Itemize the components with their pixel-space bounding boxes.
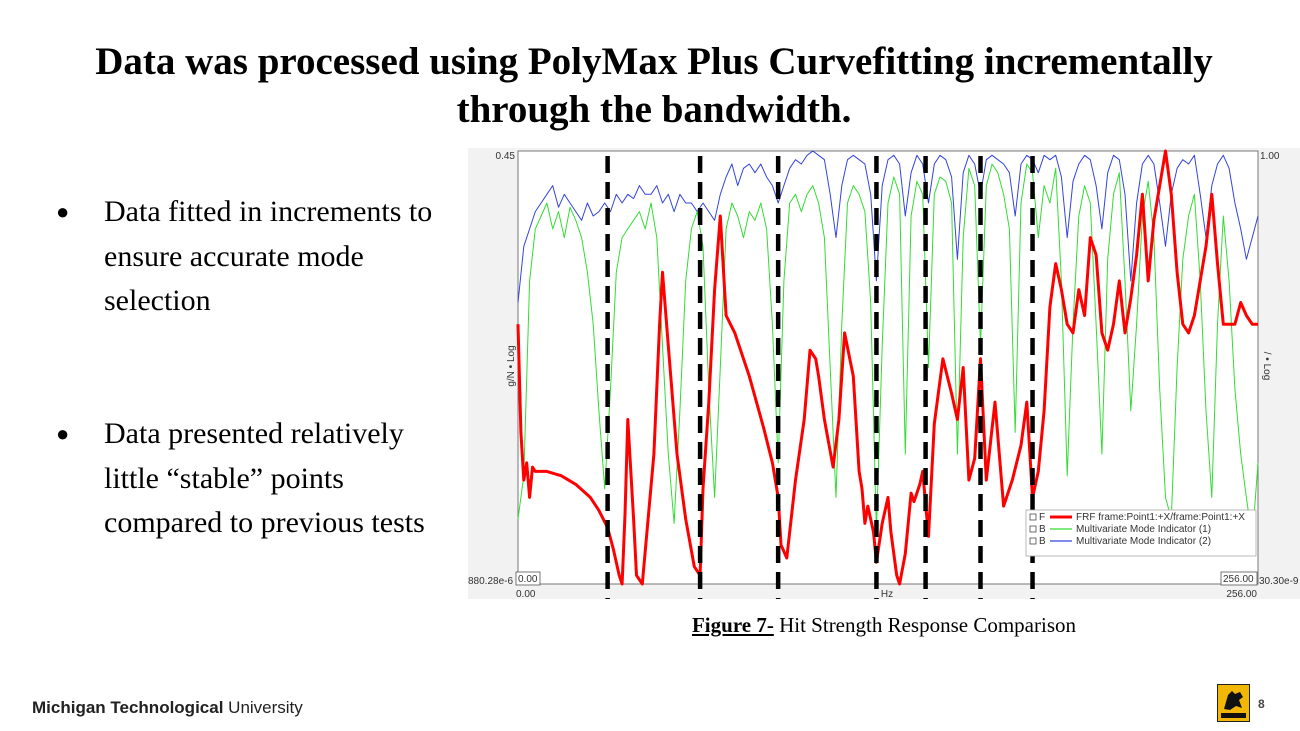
husky-logo-graphic	[1221, 691, 1246, 718]
x-start-label: 0.00	[516, 589, 536, 599]
husky-logo-icon	[1217, 684, 1250, 722]
bullet-marker: ●	[56, 199, 70, 224]
legend-entry-label: Multivariate Mode Indicator (2)	[1076, 536, 1211, 547]
figure-caption-text: Hit Strength Response Comparison	[773, 613, 1076, 637]
frf-chart-svg: 0.45 880.28e-6 0.00 0.00 Hz 256.00 256.0…	[468, 149, 1299, 599]
legend-checkbox	[1029, 537, 1037, 545]
legend-entry-label: FRF frame:Point1:+X/frame:Point1:+X	[1076, 512, 1245, 523]
x-axis-label: Hz	[881, 589, 893, 599]
x-end-label: 256.00	[1226, 589, 1257, 599]
bullet-text: Data presented relatively little “stable…	[104, 417, 425, 539]
legend-prefix: B	[1039, 524, 1046, 535]
figure-caption: Figure 7- Hit Strength Response Comparis…	[468, 613, 1300, 638]
y-right-bottom-label: 30.30e-9	[1259, 576, 1299, 587]
university-logo-bold: Michigan Technological	[32, 698, 224, 717]
chart-legend: F FRF frame:Point1:+X/frame:Point1:+X B Mul…	[1025, 509, 1257, 557]
x-end-box-label: 256.00	[1223, 574, 1254, 585]
y-left-axis-label: g/N • Log	[506, 345, 517, 386]
y-left-bottom-label: 880.28e-6	[468, 576, 513, 587]
y-left-top-label: 0.45	[496, 151, 516, 162]
legend-entry-label: Multivariate Mode Indicator (1)	[1076, 524, 1211, 535]
slide-title: Data was processed using PolyMax Plus Cu…	[95, 40, 1213, 131]
x-start-box-label: 0.00	[518, 574, 538, 585]
y-right-axis-label: / • Log	[1261, 352, 1272, 381]
series-line-3	[517, 150, 1259, 303]
y-right-top-label: 1.00	[1260, 151, 1280, 162]
legend-checkbox	[1029, 525, 1037, 533]
legend-prefix: B	[1039, 536, 1046, 547]
page-number: 8	[1258, 697, 1265, 711]
series-line-1	[516, 149, 1258, 586]
bullet-text: Data fitted in increments to ensure accu…	[104, 195, 433, 317]
x-start-box	[515, 571, 541, 586]
legend-prefix: F	[1039, 512, 1045, 523]
bullet-marker: ●	[56, 421, 70, 446]
figure-caption-label: Figure 7-	[691, 613, 774, 637]
series-line-2	[517, 163, 1259, 542]
legend-checkbox	[1029, 513, 1037, 521]
frf-chart: 0.45 880.28e-6 0.00 0.00 Hz 256.00 256.0…	[468, 148, 1300, 599]
university-logo-regular: University	[223, 698, 303, 717]
x-end-box	[1220, 571, 1258, 586]
university-logo: Michigan Technological University	[32, 698, 303, 718]
